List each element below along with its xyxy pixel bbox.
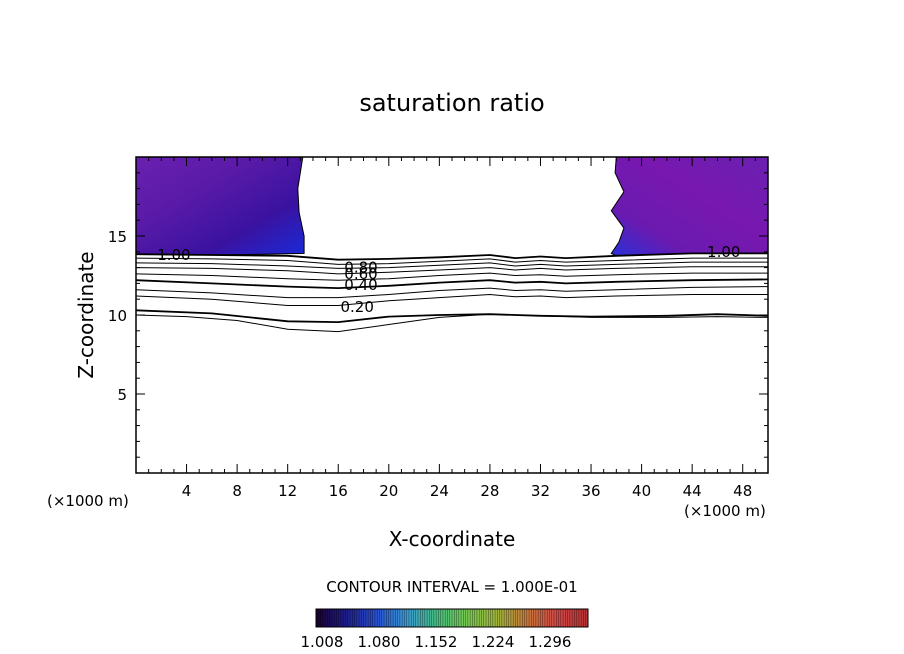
colorbar-tick-label: 1.152 xyxy=(415,633,458,651)
contour-interval-text: CONTOUR INTERVAL = 1.000E-01 xyxy=(326,578,577,596)
y-tick-label: 5 xyxy=(117,386,127,404)
fill-region-right xyxy=(610,156,769,257)
colorbar-tick-label: 1.224 xyxy=(472,633,515,651)
contour-line xyxy=(135,266,768,275)
x-tick-label: 28 xyxy=(480,482,499,500)
x-tick-label: 16 xyxy=(329,482,348,500)
y-axis-ticks: 5 10 15 xyxy=(108,172,768,458)
supersaturation-fill xyxy=(135,156,769,257)
contour-label: 0.60 xyxy=(344,265,377,283)
contour-label: 0.20 xyxy=(340,298,373,316)
colorbar xyxy=(315,608,589,628)
x-tick-label: 32 xyxy=(531,482,550,500)
contour-labels: 1.00 1.00 0.800.600.40 0.20 xyxy=(157,243,740,316)
contour-label: 1.00 xyxy=(707,243,740,261)
colorbar-tick-label: 1.296 xyxy=(529,633,572,651)
contour-lines xyxy=(135,252,769,333)
colorbar-tick-label: 1.008 xyxy=(301,633,344,651)
x-tick-label: 36 xyxy=(581,482,600,500)
x-tick-label: 48 xyxy=(733,482,752,500)
x-tick-label: 12 xyxy=(278,482,297,500)
contour-line xyxy=(135,278,769,290)
colorbar-tick-labels: 1.008 1.080 1.152 1.224 1.296 xyxy=(301,633,572,651)
x-tick-label: 4 xyxy=(182,482,192,500)
fill-region-left xyxy=(135,156,305,256)
contour-label: 1.00 xyxy=(157,246,190,264)
x-axis-ticks: 4 8 12 16 20 24 28 32 36 40 44 48 xyxy=(148,157,756,500)
contour-label: 0.40 xyxy=(344,276,377,294)
contour-line xyxy=(135,313,769,333)
y-axis-label: Z-coordinate xyxy=(74,251,98,378)
colorbar-tick-label: 1.080 xyxy=(358,633,401,651)
contour-line xyxy=(135,252,768,261)
x-tick-label: 20 xyxy=(379,482,398,500)
x-tick-label: 8 xyxy=(232,482,242,500)
x-tick-label: 44 xyxy=(683,482,702,500)
contour-line xyxy=(135,293,768,306)
contour-line xyxy=(135,261,768,269)
contour-line xyxy=(135,272,768,281)
contour-line xyxy=(135,286,769,299)
contour-label: 0.80 xyxy=(344,259,377,277)
y-tick-label: 10 xyxy=(108,307,127,325)
contour-line xyxy=(135,257,768,265)
contour-line xyxy=(135,309,769,324)
chart-title: saturation ratio xyxy=(359,89,544,117)
x-tick-label: 40 xyxy=(632,482,651,500)
y-tick-label: 15 xyxy=(108,228,127,246)
x-axis-label: X-coordinate xyxy=(389,527,516,551)
x-tick-label: 24 xyxy=(430,482,449,500)
x-unit-right: (×1000 m) xyxy=(684,502,766,520)
x-unit-left: (×1000 m) xyxy=(47,492,129,510)
